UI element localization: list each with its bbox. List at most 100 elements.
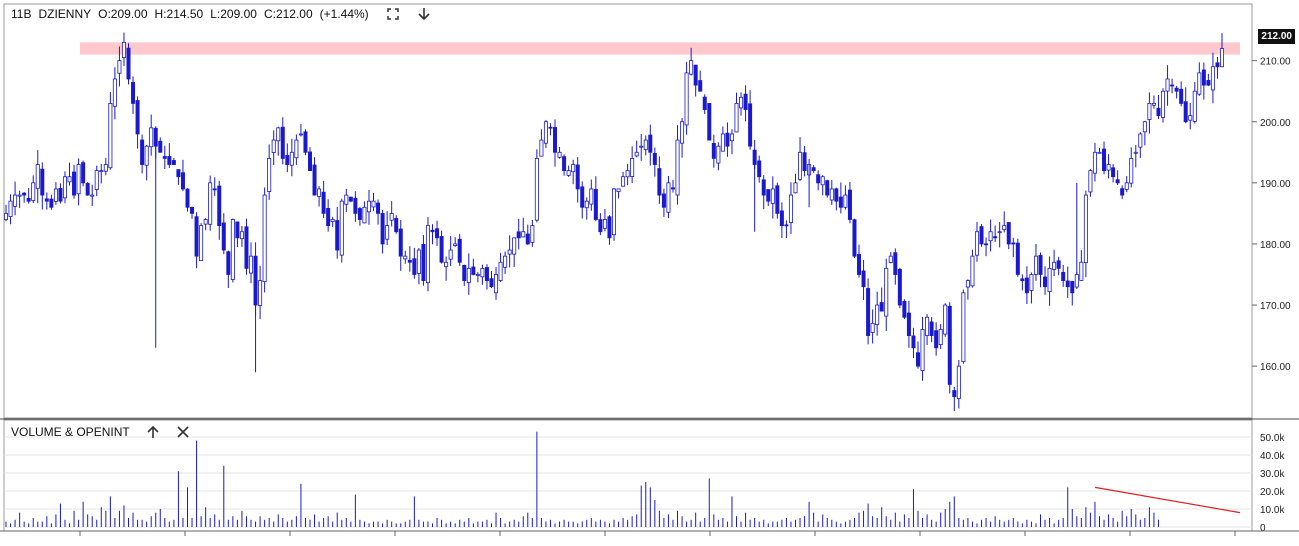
candle-body [784, 224, 789, 227]
candle-body [861, 270, 866, 288]
candle-body [1056, 260, 1061, 269]
candle-body [920, 329, 925, 372]
volume-panel-title: VOLUME & OPENINT [11, 425, 130, 439]
candle-body [221, 222, 226, 251]
candle-body [779, 210, 784, 227]
candle-body [670, 187, 675, 190]
candle-body [793, 182, 798, 194]
candle-body [398, 228, 403, 257]
candle-body [734, 103, 739, 133]
candle-body [866, 288, 871, 336]
candle-body [902, 300, 907, 318]
price-tick-label: 200.00 [1260, 118, 1291, 129]
candle-body [584, 200, 589, 209]
candle-body [153, 127, 158, 147]
volume-tick-label: 50.0k [1260, 433, 1285, 444]
candle-body [85, 183, 90, 196]
candle-body [925, 316, 930, 336]
candle-body [1115, 179, 1120, 184]
candle-body [911, 335, 916, 349]
candle-body [1138, 133, 1143, 148]
candle-body [689, 60, 694, 75]
candle-body [970, 255, 975, 287]
candle-body [956, 365, 961, 399]
candle-body [888, 255, 893, 263]
candle-body [562, 156, 567, 172]
volume-tick-label: 10.0k [1260, 505, 1285, 516]
candle-body [534, 158, 539, 221]
candle-body [788, 194, 793, 223]
candle-body [607, 216, 612, 239]
candle-body [834, 188, 839, 202]
candle-body [521, 231, 526, 238]
candle-body [1183, 101, 1188, 123]
candle-body [276, 127, 281, 142]
candle-body [199, 225, 204, 261]
candle-body [1174, 87, 1179, 92]
resistance-zone [80, 42, 1240, 55]
candle-body [984, 243, 989, 246]
candle-body [798, 151, 803, 180]
arrow-down-icon[interactable] [417, 7, 431, 21]
candle-body [1206, 80, 1211, 86]
close-icon[interactable] [176, 425, 190, 439]
candle-body [140, 139, 145, 165]
candle-body [194, 216, 199, 257]
candle-body [639, 145, 644, 148]
candle-body [725, 132, 730, 147]
candle-body [212, 188, 217, 191]
candle-body [131, 82, 136, 104]
candle-body [893, 252, 898, 275]
candle-body [403, 255, 408, 260]
candle-body [1197, 72, 1202, 95]
candle-body [13, 194, 18, 207]
candle-body [1102, 148, 1107, 172]
candle-body [1179, 88, 1184, 104]
candle-body [1201, 69, 1206, 86]
candle-body [407, 259, 412, 263]
candle-body [503, 255, 508, 268]
candle-body [208, 182, 213, 225]
candle-body [530, 225, 535, 243]
candle-body [825, 180, 830, 196]
fullscreen-icon[interactable] [386, 7, 400, 21]
arrow-up-icon[interactable] [146, 425, 160, 439]
price-tick-label: 190.00 [1260, 179, 1291, 190]
candle-body [226, 251, 231, 275]
price-panel-frame [3, 3, 1253, 419]
candle-body [22, 192, 27, 196]
candle-body [126, 47, 131, 80]
candle-body [566, 170, 571, 176]
candle-body [707, 103, 712, 141]
candle-body [439, 236, 444, 263]
candle-body [8, 200, 13, 217]
candle-body [589, 188, 594, 205]
candle-body [716, 145, 721, 164]
candle-body [661, 193, 666, 208]
candle-body [512, 237, 517, 255]
candle-body [979, 226, 984, 245]
candle-body [58, 187, 63, 202]
candle-body [1079, 261, 1084, 281]
candle-body [539, 139, 544, 157]
volume-tick-label: 20.0k [1260, 487, 1285, 498]
candle-body [729, 133, 734, 142]
candle-body [49, 198, 54, 208]
candle-body [1047, 267, 1052, 293]
candle-body [180, 172, 185, 190]
candle-body [1015, 242, 1020, 275]
candle-body [271, 139, 276, 153]
candle-body [1120, 188, 1125, 196]
candle-body [167, 156, 172, 165]
candle-body [421, 244, 426, 281]
candle-body [90, 194, 95, 197]
volume-panel-header: VOLUME & OPENINT [11, 425, 190, 439]
candle-body [371, 200, 376, 208]
candle-body [1156, 107, 1161, 117]
candle-body [249, 255, 254, 274]
candle-body [720, 133, 725, 152]
candle-body [76, 164, 81, 195]
candle-body [1074, 274, 1079, 288]
